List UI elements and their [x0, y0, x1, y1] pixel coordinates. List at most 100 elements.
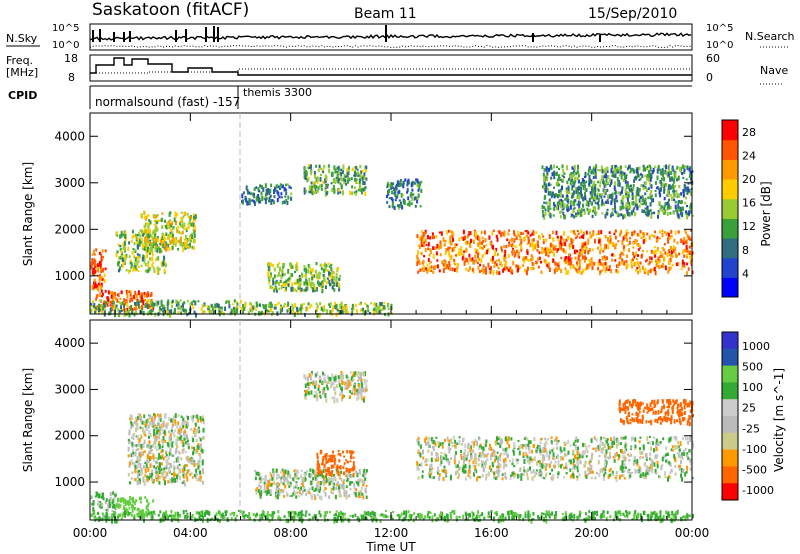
power-echo-cell	[480, 246, 483, 250]
power-echo-cell	[303, 190, 306, 195]
vel-echo-cell	[138, 473, 141, 477]
vel-echo-cell	[102, 514, 105, 520]
power-echo-cell	[673, 171, 676, 176]
power-echo-cell	[507, 253, 510, 258]
power-echo-cell	[361, 169, 364, 173]
power-echo-cell	[684, 240, 687, 245]
vel-echo-cell	[353, 385, 356, 389]
power-echo-cell	[606, 256, 608, 261]
vel-echo-cell	[345, 467, 348, 472]
power-echo-cell	[147, 298, 150, 303]
power-echo-cell	[555, 181, 558, 187]
power-echo-cell	[101, 249, 104, 253]
vel-echo-cell	[138, 452, 140, 456]
power-echo-cell	[307, 282, 310, 286]
power-echo-cell	[240, 307, 243, 312]
power-echo-cell	[495, 270, 498, 275]
vel-echo-cell	[101, 517, 104, 521]
power-echo-cell	[634, 254, 637, 257]
power-echo-cell	[458, 248, 461, 252]
power-echo-cell	[162, 262, 165, 267]
power-echo-cell	[180, 307, 183, 310]
vel-echo-cell	[332, 486, 335, 491]
power-echo-cell	[686, 271, 689, 275]
power-echo-cell	[120, 255, 123, 259]
power-echo-cell	[671, 263, 674, 267]
power-echo-cell	[453, 268, 456, 272]
power-echo-cell	[558, 193, 560, 198]
vel-echo-cell	[140, 416, 143, 420]
power-echo-cell	[281, 269, 284, 274]
vel-echo-cell	[276, 474, 279, 479]
power-echo-cell	[308, 277, 311, 282]
power-echo-cell	[680, 238, 683, 243]
power-echo-cell	[576, 177, 579, 181]
power-echo-cell	[104, 249, 107, 253]
power-echo-cell	[352, 307, 355, 311]
power-echo-cell	[573, 249, 576, 254]
power-echo-cell	[148, 249, 151, 253]
power-echo-cell	[487, 262, 490, 268]
power-echo-cell	[337, 165, 340, 170]
power-echo-cell	[613, 232, 616, 236]
vel-echo-cell	[306, 469, 309, 473]
vel-echo-cell	[332, 450, 334, 454]
power-echo-cell	[342, 190, 344, 196]
vel-echo-cell	[143, 450, 146, 453]
power-echo-cell	[337, 178, 340, 184]
power-echo-cell	[311, 273, 314, 277]
power-echo-cell	[248, 197, 251, 202]
vel-echo-cell	[170, 429, 173, 433]
power-echo-cell	[383, 302, 386, 305]
power-echo-cell	[578, 267, 581, 271]
vel-echo-cell	[160, 450, 163, 454]
power-echo-cell	[373, 310, 376, 316]
vel-echo-cell	[318, 375, 321, 380]
power-echo-cell	[321, 280, 324, 284]
power-echo-cell	[595, 196, 598, 199]
power-echo-cell	[576, 235, 579, 238]
power-echo-cell	[141, 234, 144, 237]
power-echo-cell	[577, 232, 580, 235]
power-echo-cell	[576, 196, 579, 199]
power-echo-cell	[280, 183, 282, 186]
power-echo-cell	[279, 306, 282, 311]
vel-echo-cell	[315, 478, 318, 481]
power-echo-cell	[559, 194, 562, 198]
power-echo-cell	[283, 200, 286, 204]
vel-echo-cell	[180, 435, 183, 439]
vel-echo-cell	[318, 489, 321, 493]
power-echo-cell	[568, 243, 571, 248]
vel-echo-cell	[264, 475, 267, 478]
power-echo-cell	[637, 270, 640, 275]
power-echo-cell	[155, 214, 158, 219]
power-echo-cell	[313, 183, 316, 188]
power-echo-cell	[625, 259, 628, 264]
vel-echo-cell	[92, 500, 95, 503]
power-echo-cell	[167, 301, 170, 306]
power-echo-cell	[520, 245, 522, 250]
power-echo-cell	[677, 262, 680, 267]
vel-echo-cell	[201, 459, 204, 464]
vel-echo-cell	[137, 460, 140, 465]
power-echo-cell	[209, 310, 211, 314]
power-echo-cell	[448, 261, 451, 265]
power-echo-cell	[336, 282, 338, 287]
power-echo-cell	[587, 211, 590, 215]
power-echo-cell	[447, 267, 450, 270]
vel-echo-cell	[157, 445, 160, 451]
power-echo-cell	[146, 242, 149, 246]
power-echo-cell	[418, 184, 421, 190]
power-echo-cell	[156, 266, 159, 271]
power-echo-cell	[638, 198, 641, 203]
power-echo-cell	[424, 247, 427, 253]
power-echo-cell	[677, 203, 680, 209]
power-echo-cell	[544, 247, 547, 252]
power-echo-cell	[303, 187, 306, 193]
vel-echo-cell	[294, 473, 297, 476]
power-echo-cell	[671, 167, 674, 170]
power-echo-cell	[167, 299, 170, 303]
power-echo-cell	[580, 253, 583, 256]
power-echo-cell	[577, 164, 579, 170]
power-echo-cell	[666, 189, 669, 195]
